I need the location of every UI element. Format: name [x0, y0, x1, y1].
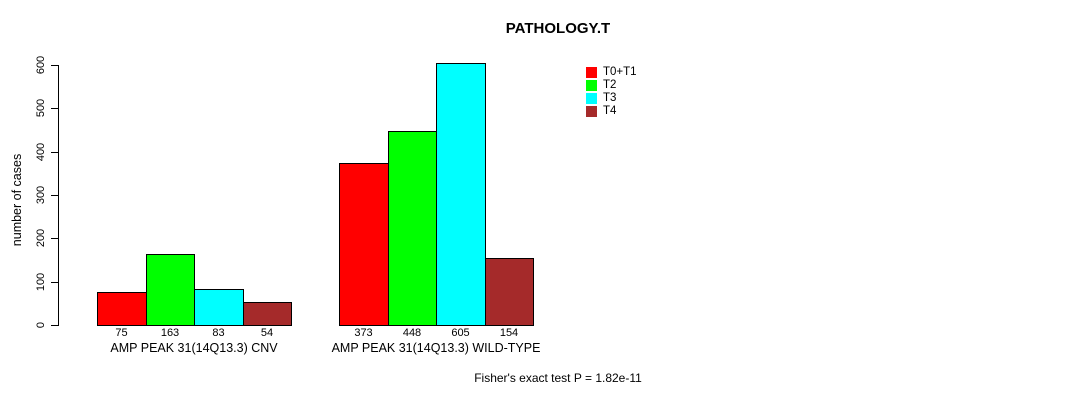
bar-value-label: 605 — [451, 327, 470, 339]
y-tick-label: 300 — [35, 185, 47, 205]
y-tick-label: 500 — [35, 98, 47, 118]
y-tick-mark — [51, 325, 59, 326]
y-tick-mark — [51, 108, 59, 109]
bar-value-label: 373 — [354, 327, 373, 339]
y-tick-label: 600 — [35, 55, 47, 75]
legend-item: T4 — [586, 105, 616, 117]
bar-t2-group2 — [388, 131, 437, 326]
y-tick-mark — [51, 65, 59, 66]
bar-t2-group1 — [146, 254, 195, 326]
y-tick-label: 0 — [35, 321, 47, 329]
legend-item: T0+T1 — [586, 66, 637, 78]
bar-t3-group1 — [194, 289, 244, 326]
bar-value-label: 448 — [402, 327, 422, 339]
bar-t3-group2 — [436, 63, 486, 326]
legend-swatch-icon — [586, 92, 597, 104]
group-label: AMP PEAK 31(14Q13.3) CNV — [110, 341, 278, 355]
legend-label: T4 — [603, 105, 617, 117]
y-tick-mark — [51, 282, 59, 283]
legend-label: T2 — [603, 79, 617, 91]
bar-value-label: 75 — [115, 327, 128, 339]
y-axis-title: number of cases — [10, 153, 24, 247]
bar-value-label: 54 — [260, 327, 274, 339]
legend-swatch-icon — [586, 105, 597, 117]
bar-t4-group1 — [243, 302, 292, 326]
y-tick-mark — [51, 238, 59, 239]
legend-item: T3 — [586, 92, 616, 104]
legend-swatch-icon — [586, 79, 597, 91]
y-tick-mark — [51, 195, 59, 196]
legend-item: T2 — [586, 79, 616, 91]
group-label: AMP PEAK 31(14Q13.3) WILD-TYPE — [331, 341, 541, 355]
y-tick-label: 100 — [35, 272, 47, 292]
y-tick-label: 400 — [35, 142, 47, 162]
bar-value-label: 163 — [160, 327, 180, 339]
bar-t4-group2 — [485, 258, 534, 326]
y-tick-mark — [51, 152, 59, 153]
bar-t0-t1-group2 — [339, 163, 389, 326]
chart-title: PATHOLOGY.T — [505, 20, 611, 37]
legend-label: T3 — [603, 92, 617, 104]
bar-value-label: 83 — [212, 327, 225, 339]
legend-swatch-icon — [586, 66, 597, 78]
fisher-test-annotation: Fisher's exact test P = 1.82e-11 — [474, 371, 642, 385]
bar-value-label: 154 — [499, 327, 519, 339]
y-tick-label: 200 — [35, 228, 47, 248]
legend-label: T0+T1 — [603, 66, 637, 78]
bar-t0-t1-group1 — [97, 292, 147, 326]
